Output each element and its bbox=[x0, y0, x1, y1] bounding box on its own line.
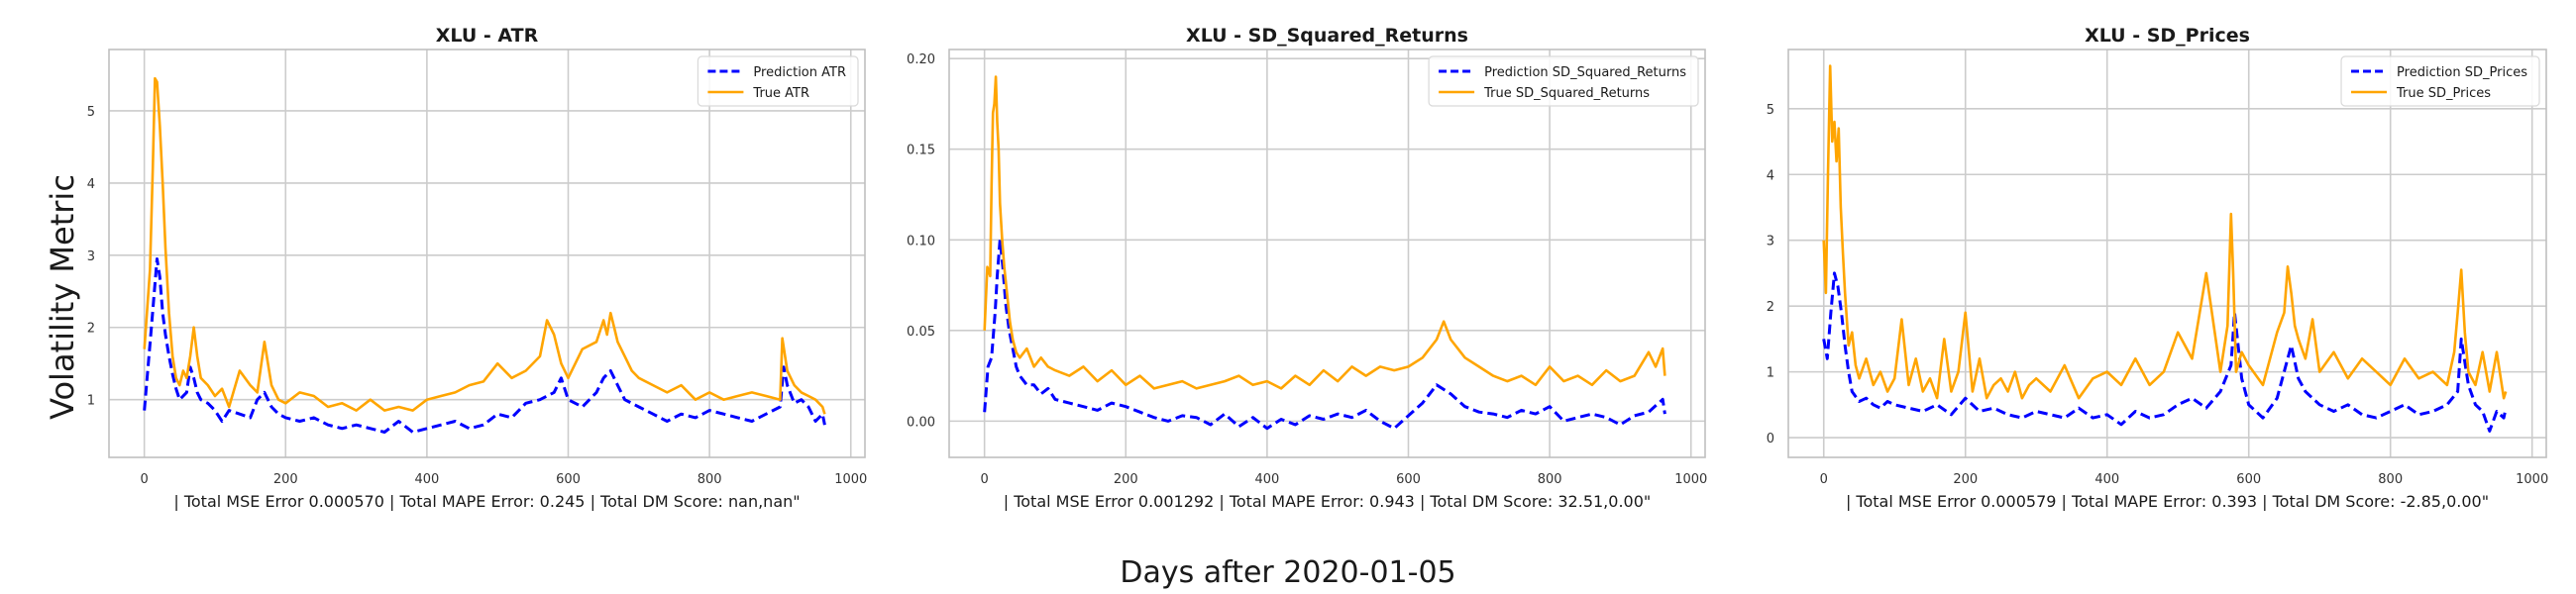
legend-entry: True SD_Squared_Returns bbox=[1483, 86, 1650, 101]
legend-entry: Prediction SD_Prices bbox=[2397, 65, 2527, 80]
prediction-series-line bbox=[143, 257, 826, 434]
x-tick-label: 0 bbox=[141, 472, 149, 487]
y-tick-label: 4 bbox=[1767, 168, 1774, 183]
y-tick-label: 0.05 bbox=[907, 325, 935, 340]
plot-area bbox=[1788, 50, 2546, 457]
legend: Prediction ATR True ATR bbox=[697, 55, 859, 107]
y-tick-label: 0.10 bbox=[907, 234, 935, 248]
x-tick-label: 1000 bbox=[834, 472, 867, 487]
true-series-line bbox=[1822, 64, 2508, 400]
legend: Prediction SD_Prices True SD_Prices bbox=[2340, 55, 2540, 107]
legend-entry: True SD_Prices bbox=[2396, 86, 2491, 101]
y-tick-label: 2 bbox=[1767, 300, 1774, 315]
x-axis-label: | Total MSE Error 0.000579 | Total MAPE … bbox=[1846, 492, 2489, 511]
y-tick-label: 1 bbox=[87, 394, 95, 409]
x-axis-label: | Total MSE Error 0.001292 | Total MAPE … bbox=[1004, 492, 1652, 511]
y-tick-label: 4 bbox=[87, 177, 95, 192]
y-tick-label: 0.00 bbox=[907, 415, 935, 430]
x-tick-label: 400 bbox=[1254, 472, 1279, 487]
x-tick-label: 200 bbox=[273, 472, 298, 487]
x-tick-label: 400 bbox=[2094, 472, 2119, 487]
x-tick-label: 0 bbox=[1820, 472, 1828, 487]
x-tick-label: 0 bbox=[981, 472, 989, 487]
x-tick-label: 800 bbox=[1538, 472, 1562, 487]
y-tick-label: 5 bbox=[1767, 103, 1774, 118]
legend: Prediction SD_Squared_Returns True SD_Squ… bbox=[1428, 55, 1699, 107]
true-series-line bbox=[983, 75, 1666, 390]
y-tick-label: 1 bbox=[1767, 366, 1774, 381]
y-tick-label: 0.15 bbox=[907, 144, 935, 158]
supylabel: Volatility Metric bbox=[44, 174, 81, 420]
y-tick-label: 0.20 bbox=[907, 52, 935, 67]
x-tick-label: 200 bbox=[1953, 472, 1978, 487]
x-tick-label: 600 bbox=[2236, 472, 2261, 487]
y-tick-label: 3 bbox=[87, 249, 95, 264]
chart-panel-0: 0 200 400 600 800 1000 1 2 3 4 5 XLU - ATR | Total M… bbox=[87, 25, 868, 511]
y-tick-label: 2 bbox=[87, 322, 95, 337]
legend-entry: Prediction SD_Squared_Returns bbox=[1484, 65, 1686, 80]
x-tick-label: 1000 bbox=[2516, 472, 2548, 487]
x-tick-label: 1000 bbox=[1674, 472, 1707, 487]
chart-title: XLU - ATR bbox=[436, 25, 539, 47]
y-tick-label: 5 bbox=[87, 105, 95, 120]
chart-title: XLU - SD_Squared_Returns bbox=[1186, 25, 1468, 47]
x-axis-label: | Total MSE Error 0.000570 | Total MAPE … bbox=[173, 492, 800, 511]
prediction-series-line bbox=[1822, 271, 2508, 433]
prediction-series-line bbox=[983, 238, 1666, 431]
legend-box bbox=[697, 55, 859, 107]
y-tick-label: 0 bbox=[1767, 432, 1774, 446]
supxlabel: Days after 2020-01-05 bbox=[1120, 555, 1455, 590]
legend-box bbox=[2340, 55, 2540, 107]
x-tick-label: 800 bbox=[2378, 472, 2403, 487]
true-series-line bbox=[143, 76, 826, 415]
axes-frame bbox=[948, 49, 1706, 458]
chart-panel-1: 0 200 400 600 800 1000 0.00 0.05 0.10 0.15 0.20 XLU… bbox=[907, 25, 1707, 511]
axes-frame bbox=[108, 49, 866, 458]
x-tick-label: 600 bbox=[1396, 472, 1421, 487]
x-tick-label: 200 bbox=[1114, 472, 1138, 487]
chart-title: XLU - SD_Prices bbox=[2085, 25, 2250, 47]
axes-frame bbox=[1787, 49, 2547, 458]
legend-entry: True ATR bbox=[752, 86, 809, 101]
chart-panel-2: 0 200 400 600 800 1000 0 1 2 3 4 5 XLU - SD_Prices | … bbox=[1767, 25, 2549, 511]
y-tick-label: 3 bbox=[1767, 235, 1774, 249]
plot-area bbox=[949, 50, 1705, 457]
x-tick-label: 400 bbox=[414, 472, 439, 487]
legend-box bbox=[1428, 55, 1699, 107]
x-tick-label: 600 bbox=[556, 472, 581, 487]
legend-entry: Prediction ATR bbox=[753, 65, 846, 80]
x-tick-label: 800 bbox=[698, 472, 722, 487]
